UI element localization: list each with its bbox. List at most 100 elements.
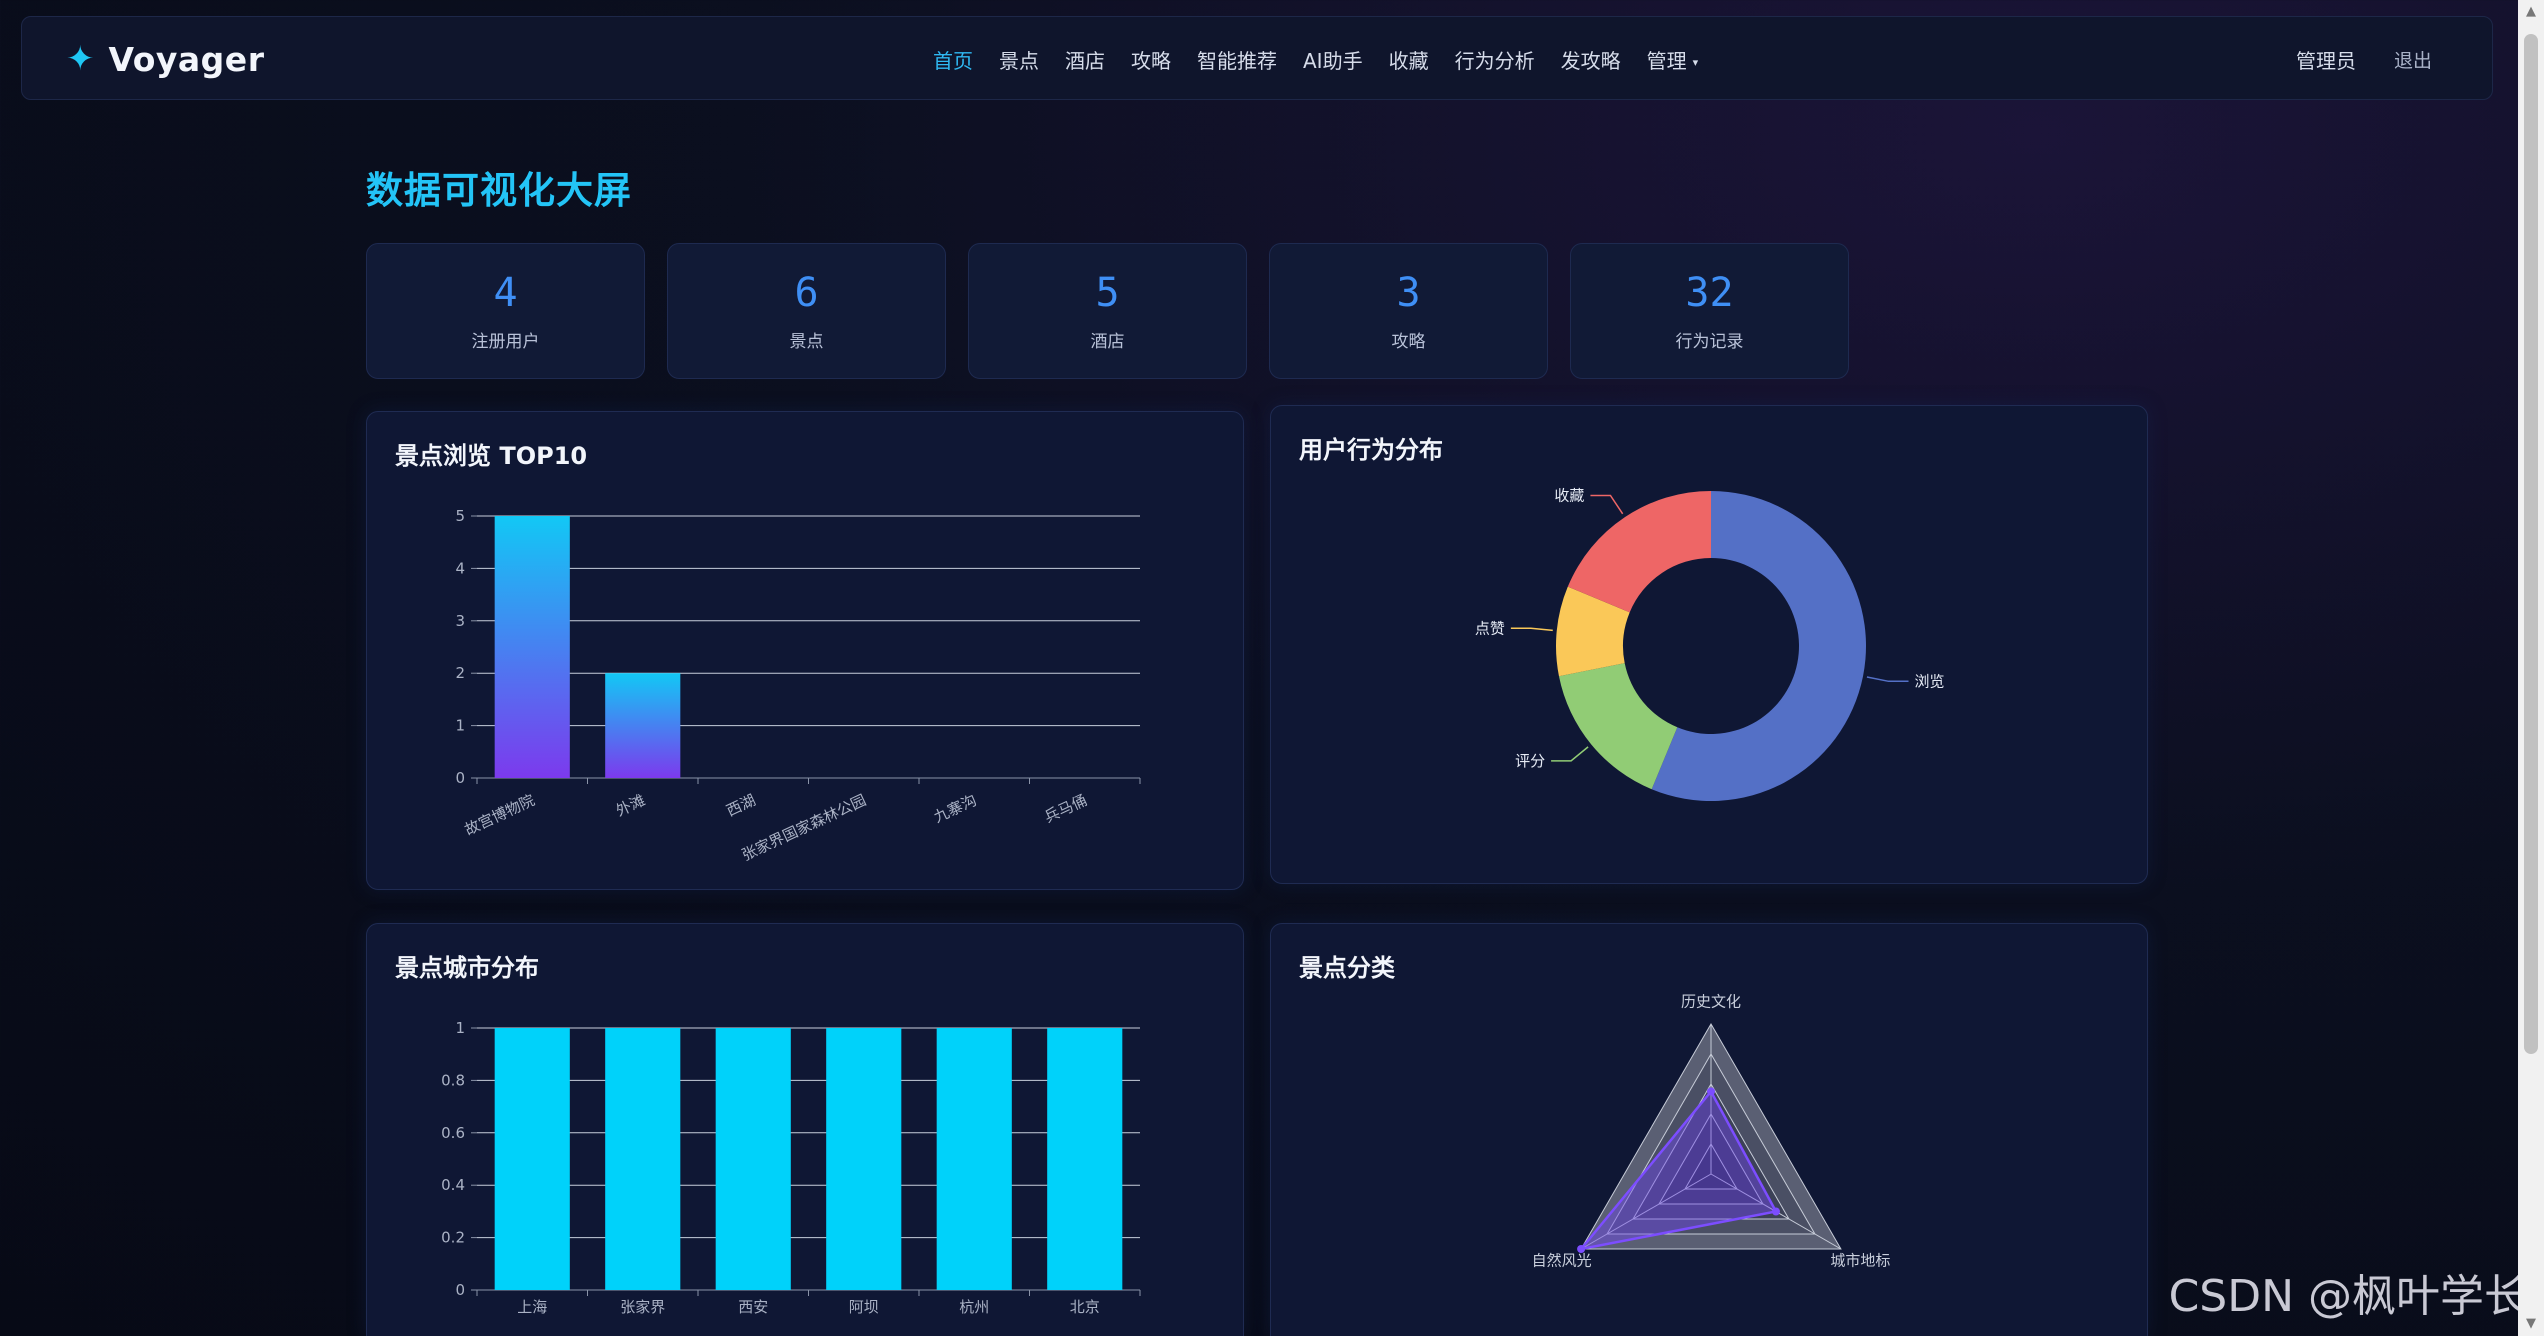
slice-label: 浏览: [1915, 672, 1945, 690]
donut-slice: [1651, 491, 1866, 801]
bar: [1047, 1028, 1123, 1290]
nav-item-manage[interactable]: 管理 ▾: [1634, 45, 1712, 74]
scroll-thumb[interactable]: [2524, 34, 2538, 1054]
bar: [494, 1028, 570, 1290]
y-tick-label: 1: [455, 717, 465, 735]
radar-indicator-label: 自然风光: [1532, 1251, 1592, 1269]
stat-label: 行为记录: [1675, 331, 1744, 352]
label-leader: [1551, 746, 1589, 762]
nav-item-attractions[interactable]: 景点: [999, 48, 1039, 73]
nav-item-recommend[interactable]: 智能推荐: [1197, 48, 1277, 73]
x-tick-label: 上海: [517, 1298, 547, 1316]
panel-city-distribution: 景点城市分布 0 0.2 0.4 0.6 0.8 1 上海 张家界 西安 阿坝 杭州 北京: [366, 923, 1244, 1336]
y-tick-label: 1: [455, 1019, 465, 1037]
brand-name: Voyager: [108, 39, 265, 79]
main-menu: 首页 景点 酒店 攻略 智能推荐 AI助手 收藏 行为分析 发攻略 管理 ▾: [920, 17, 1711, 101]
stats-row: 4 注册用户 6 景点 5 酒店 3 攻略 32 行为记录: [366, 243, 1849, 379]
nav-item-manage-label: 管理: [1646, 48, 1687, 73]
y-tick-label: 0.8: [441, 1071, 465, 1089]
stat-card-attractions: 6 景点: [667, 243, 946, 379]
x-tick-label: 兵马俑: [1042, 791, 1090, 826]
nav-item-post-guide[interactable]: 发攻略: [1560, 48, 1621, 73]
nav-item-favorites[interactable]: 收藏: [1388, 48, 1429, 73]
y-tick-label: 0.4: [441, 1176, 465, 1194]
y-tick-label: 2: [455, 664, 465, 682]
slice-label: 评分: [1515, 752, 1545, 770]
city-bar-chart: 0 0.2 0.4 0.6 0.8 1 上海 张家界 西安 阿坝 杭州 北京: [441, 1019, 1141, 1316]
stat-value: 6: [794, 269, 819, 316]
bar: [715, 1028, 791, 1290]
stat-card-guides: 3 攻略: [1269, 243, 1548, 379]
nav-item-behavior[interactable]: 行为分析: [1454, 48, 1535, 73]
y-tick-label: 0.6: [441, 1124, 465, 1142]
radar-axis: [1580, 1173, 1712, 1250]
page-scrollbar[interactable]: ▲ ▼: [2518, 0, 2544, 1336]
stat-value: 4: [493, 269, 518, 316]
x-tick-label: 杭州: [959, 1298, 989, 1316]
x-tick-label: 张家界国家森林公园: [739, 791, 869, 864]
stat-value: 32: [1685, 269, 1734, 316]
nav-item-ai-assistant[interactable]: AI助手: [1303, 48, 1363, 73]
x-tick-label: 西安: [738, 1298, 768, 1316]
radar-series-area: [1577, 1089, 1778, 1251]
scroll-up-icon[interactable]: ▲: [2526, 4, 2536, 19]
x-tick-label: 张家界: [620, 1298, 665, 1316]
y-tick-label: 4: [455, 559, 465, 577]
y-tick-label: 3: [455, 612, 465, 630]
stat-value: 5: [1095, 269, 1120, 316]
y-tick-label: 0: [455, 769, 465, 787]
stat-card-users: 4 注册用户: [366, 243, 645, 379]
panel-title: 景点城市分布: [395, 954, 539, 982]
panel-top10-views: 景点浏览 TOP10 0 1 2 3 4 5 故宫博物院 外滩 西湖 张家界国家森林公园 九寨沟 兵马…: [366, 411, 1244, 890]
bar: [605, 1028, 681, 1290]
y-tick-label: 0: [455, 1281, 465, 1299]
stat-label: 攻略: [1391, 331, 1426, 352]
nav-item-home[interactable]: 首页: [933, 48, 973, 73]
x-tick-label: 九寨沟: [931, 791, 979, 826]
watermark: CSDN @枫叶学长: [2168, 1271, 2528, 1322]
panel-behavior-distribution: 用户行为分布 浏览评分 点赞 收藏: [1270, 405, 2148, 884]
donut-slice: [1558, 663, 1678, 790]
x-tick-label: 西湖: [724, 791, 759, 820]
caret-down-icon: ▾: [1692, 55, 1699, 69]
label-leader: [1866, 676, 1909, 683]
top-navbar: ✦ Voyager 首页 景点 酒店 攻略 智能推荐 AI助手 收藏 行为分析 …: [21, 16, 2493, 100]
donut-slice: [1567, 491, 1711, 613]
nav-item-guides[interactable]: 攻略: [1131, 48, 1171, 73]
nav-item-hotels[interactable]: 酒店: [1065, 48, 1105, 73]
y-tick-label: 5: [455, 507, 465, 525]
radar-point: [1771, 1207, 1780, 1216]
panel-title: 景点分类: [1299, 954, 1395, 982]
bar: [826, 1028, 902, 1290]
page-title: 数据可视化大屏: [366, 169, 632, 212]
x-tick-label: 北京: [1070, 1298, 1100, 1316]
slice-label: 点赞: [1475, 619, 1505, 637]
panel-title: 用户行为分布: [1299, 436, 1443, 464]
label-leader: [1590, 494, 1624, 515]
bar: [605, 673, 681, 778]
stat-label: 景点: [789, 331, 824, 352]
brand[interactable]: ✦ Voyager: [66, 17, 264, 101]
slice-label: 收藏: [1554, 487, 1584, 505]
radar-indicator-label: 历史文化: [1681, 993, 1741, 1011]
scroll-down-icon[interactable]: ▼: [2526, 1316, 2536, 1331]
bar: [494, 516, 570, 778]
stat-label: 酒店: [1090, 331, 1125, 352]
bar: [936, 1028, 1012, 1290]
stat-card-behavior-records: 32 行为记录: [1570, 243, 1849, 379]
user-name[interactable]: 管理员: [2295, 48, 2356, 73]
y-tick-label: 0.2: [441, 1229, 465, 1247]
stat-card-hotels: 5 酒店: [968, 243, 1247, 379]
sparkle-icon: ✦: [66, 39, 95, 79]
radar-point: [1707, 1087, 1715, 1096]
donut-slice: [1556, 586, 1630, 677]
radar-indicator-label: 城市地标: [1830, 1251, 1890, 1269]
panel-category: 景点分类 历史文化城市地标 自然风光: [1270, 923, 2148, 1336]
stat-value: 3: [1396, 269, 1421, 316]
panel-title: 景点浏览 TOP10: [395, 442, 588, 470]
logout-button[interactable]: 退出: [2393, 49, 2432, 72]
user-area: 管理员 退出: [2296, 17, 2432, 101]
